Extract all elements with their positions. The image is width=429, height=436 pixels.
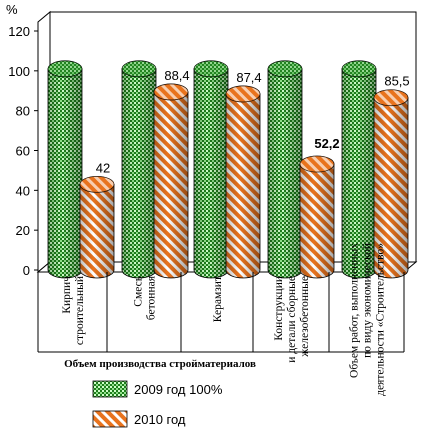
bar-2010	[299, 155, 335, 279]
bars	[47, 60, 409, 279]
bar-2009	[193, 60, 229, 279]
bar-2009	[267, 60, 303, 279]
category-label: Керамзит	[212, 276, 224, 322]
x-axis-label: Объем производства стройматериалов	[64, 358, 256, 370]
value-label: 42	[96, 160, 110, 175]
category-label: Конструкции и детали сборные железобетонны…	[273, 276, 311, 363]
category-label-line: по виду экономической	[362, 243, 374, 358]
value-label: 88,4	[164, 68, 189, 83]
category-label: Объем работ, выполненных по виду экономич…	[349, 243, 387, 396]
bar-2009	[121, 60, 157, 279]
category-label-line: Конструкции	[273, 276, 285, 341]
category-label-line: Кирпич	[61, 276, 73, 314]
bar-2010	[225, 85, 261, 279]
category-label: Кирпич строительный	[61, 276, 86, 345]
category-label-line: Смесь	[133, 276, 145, 307]
legend-label: 2010 год	[134, 412, 186, 427]
category-table: Кирпич строительный Смесь бетонная Керамзит К…	[37, 243, 405, 396]
bar-2010	[153, 83, 189, 279]
bar-2010	[373, 89, 409, 279]
y-axis-label: %	[6, 2, 18, 17]
y-tick-label: 0	[23, 263, 30, 278]
legend-swatch-2009	[92, 380, 128, 398]
value-labels: 42 88,4 87,4 52,2 85,5	[96, 68, 410, 175]
category-label-line: Объем работ, выполненных	[349, 243, 361, 378]
y-tick-label: 120	[8, 24, 30, 39]
legend-swatch-2010	[92, 410, 128, 428]
y-axis: 0 20 40 60 80 100 120	[8, 24, 38, 278]
y-tick-label: 60	[16, 144, 30, 159]
value-label: 85,5	[384, 74, 409, 89]
category-label-line: Керамзит	[212, 276, 224, 322]
value-label: 52,2	[314, 136, 339, 151]
y-tick-label: 20	[16, 223, 30, 238]
bar-2009	[341, 60, 377, 279]
bar-2009	[47, 60, 83, 279]
category-label-line: строительный	[74, 276, 86, 345]
category-label-line: деятельности «Строительство»	[375, 243, 387, 396]
y-tick-label: 100	[8, 64, 30, 79]
legend-label: 2009 год 100%	[134, 382, 223, 397]
category-label-line: бетонная	[146, 275, 158, 320]
y-tick-label: 40	[16, 183, 30, 198]
legend: 2009 год 100% 2010 год	[92, 380, 223, 428]
bar-2010	[79, 175, 115, 279]
value-label: 87,4	[236, 70, 261, 85]
category-label: Смесь бетонная	[133, 275, 158, 320]
category-label-line: железобетонные	[299, 276, 311, 358]
y-tick-label: 80	[16, 104, 30, 119]
category-label-line: и детали сборные	[286, 276, 298, 363]
